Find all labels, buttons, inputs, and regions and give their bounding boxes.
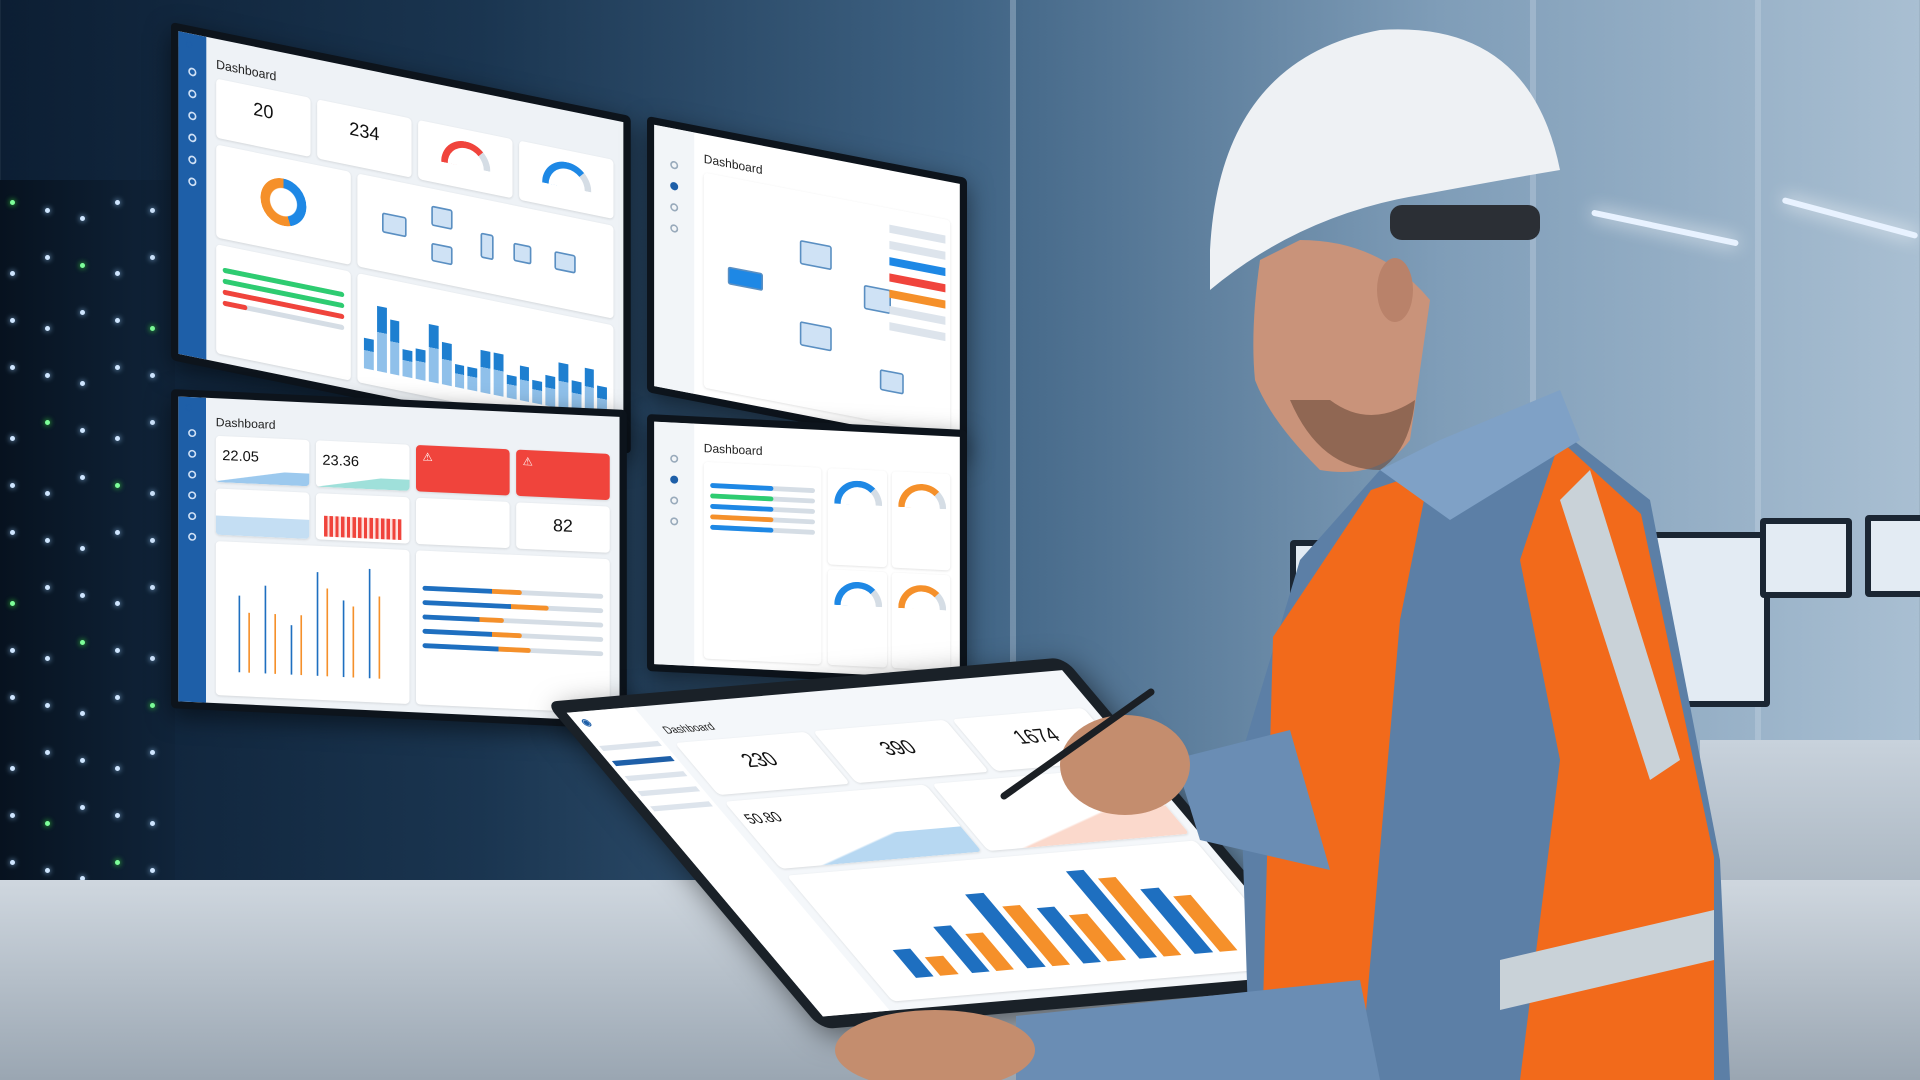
rack-led <box>150 750 155 755</box>
rack-led <box>45 373 50 378</box>
rack-led <box>80 310 85 315</box>
rack-led <box>10 483 15 488</box>
ear <box>1377 258 1413 322</box>
rack-led <box>150 585 155 590</box>
rack-led <box>10 318 15 323</box>
left-arm <box>1016 980 1380 1080</box>
rack-led <box>45 821 50 826</box>
rack-led <box>150 656 155 661</box>
rack-led <box>10 365 15 370</box>
reflective-stripe <box>1560 470 1680 780</box>
rack-led <box>115 365 120 370</box>
rack-led <box>115 483 120 488</box>
rack-led <box>150 420 155 425</box>
rack-led <box>10 648 15 653</box>
server-racks <box>0 180 175 1000</box>
rack-led <box>150 868 155 873</box>
rack-led <box>45 703 50 708</box>
rack-led <box>80 805 85 810</box>
rack-led <box>115 860 120 865</box>
rack-led <box>45 868 50 873</box>
safety-vest <box>1261 470 1430 1080</box>
stylus-pen <box>1000 688 1155 800</box>
rack-led <box>80 593 85 598</box>
rack-led <box>10 436 15 441</box>
rack-led <box>45 656 50 661</box>
rack-led <box>115 318 120 323</box>
rack-led <box>80 876 85 881</box>
rack-led <box>45 420 50 425</box>
right-hand <box>1060 715 1190 815</box>
rack-led <box>80 711 85 716</box>
rack-led <box>80 263 85 268</box>
rack-led <box>115 766 120 771</box>
rack-led <box>10 695 15 700</box>
rack-led <box>10 271 15 276</box>
rack-led <box>80 475 85 480</box>
left-hand <box>835 1010 1035 1080</box>
rack-led <box>80 640 85 645</box>
rack-led <box>150 703 155 708</box>
rack-led <box>45 255 50 260</box>
rack-led <box>115 601 120 606</box>
right-arm <box>1175 730 1330 870</box>
background-monitor <box>1865 515 1920 597</box>
glass-wall <box>1010 0 1016 880</box>
rack-led <box>115 436 120 441</box>
rack-led <box>80 381 85 386</box>
beard <box>1290 400 1415 470</box>
rack-led <box>45 208 50 213</box>
rack-led <box>115 530 120 535</box>
rack-led <box>10 530 15 535</box>
rack-led <box>80 216 85 221</box>
rack-led <box>150 821 155 826</box>
rack-led <box>115 200 120 205</box>
rack-led <box>115 695 120 700</box>
background-monitor <box>1760 518 1852 598</box>
rack-led <box>45 326 50 331</box>
safety-vest <box>1520 440 1714 1080</box>
rack-led <box>10 601 15 606</box>
rack-led <box>10 860 15 865</box>
rack-led <box>115 271 120 276</box>
rack-led <box>80 546 85 551</box>
hat-strap <box>1390 205 1540 240</box>
rack-led <box>10 200 15 205</box>
rack-led <box>45 585 50 590</box>
rack-led <box>150 208 155 213</box>
rack-led <box>45 750 50 755</box>
rack-led <box>10 813 15 818</box>
shirt-collar <box>1380 390 1580 520</box>
rack-led <box>10 766 15 771</box>
rack-led <box>80 758 85 763</box>
glass-wall <box>1755 0 1761 880</box>
rack-led <box>150 538 155 543</box>
hard-hat <box>1210 29 1560 290</box>
rack-led <box>150 326 155 331</box>
rack-led <box>80 428 85 433</box>
rack-led <box>115 813 120 818</box>
rack-led <box>45 538 50 543</box>
rack-led <box>115 648 120 653</box>
rack-led <box>45 491 50 496</box>
rack-led <box>150 373 155 378</box>
rack-led <box>150 255 155 260</box>
reflective-stripe <box>1500 910 1714 1010</box>
rack-led <box>150 491 155 496</box>
